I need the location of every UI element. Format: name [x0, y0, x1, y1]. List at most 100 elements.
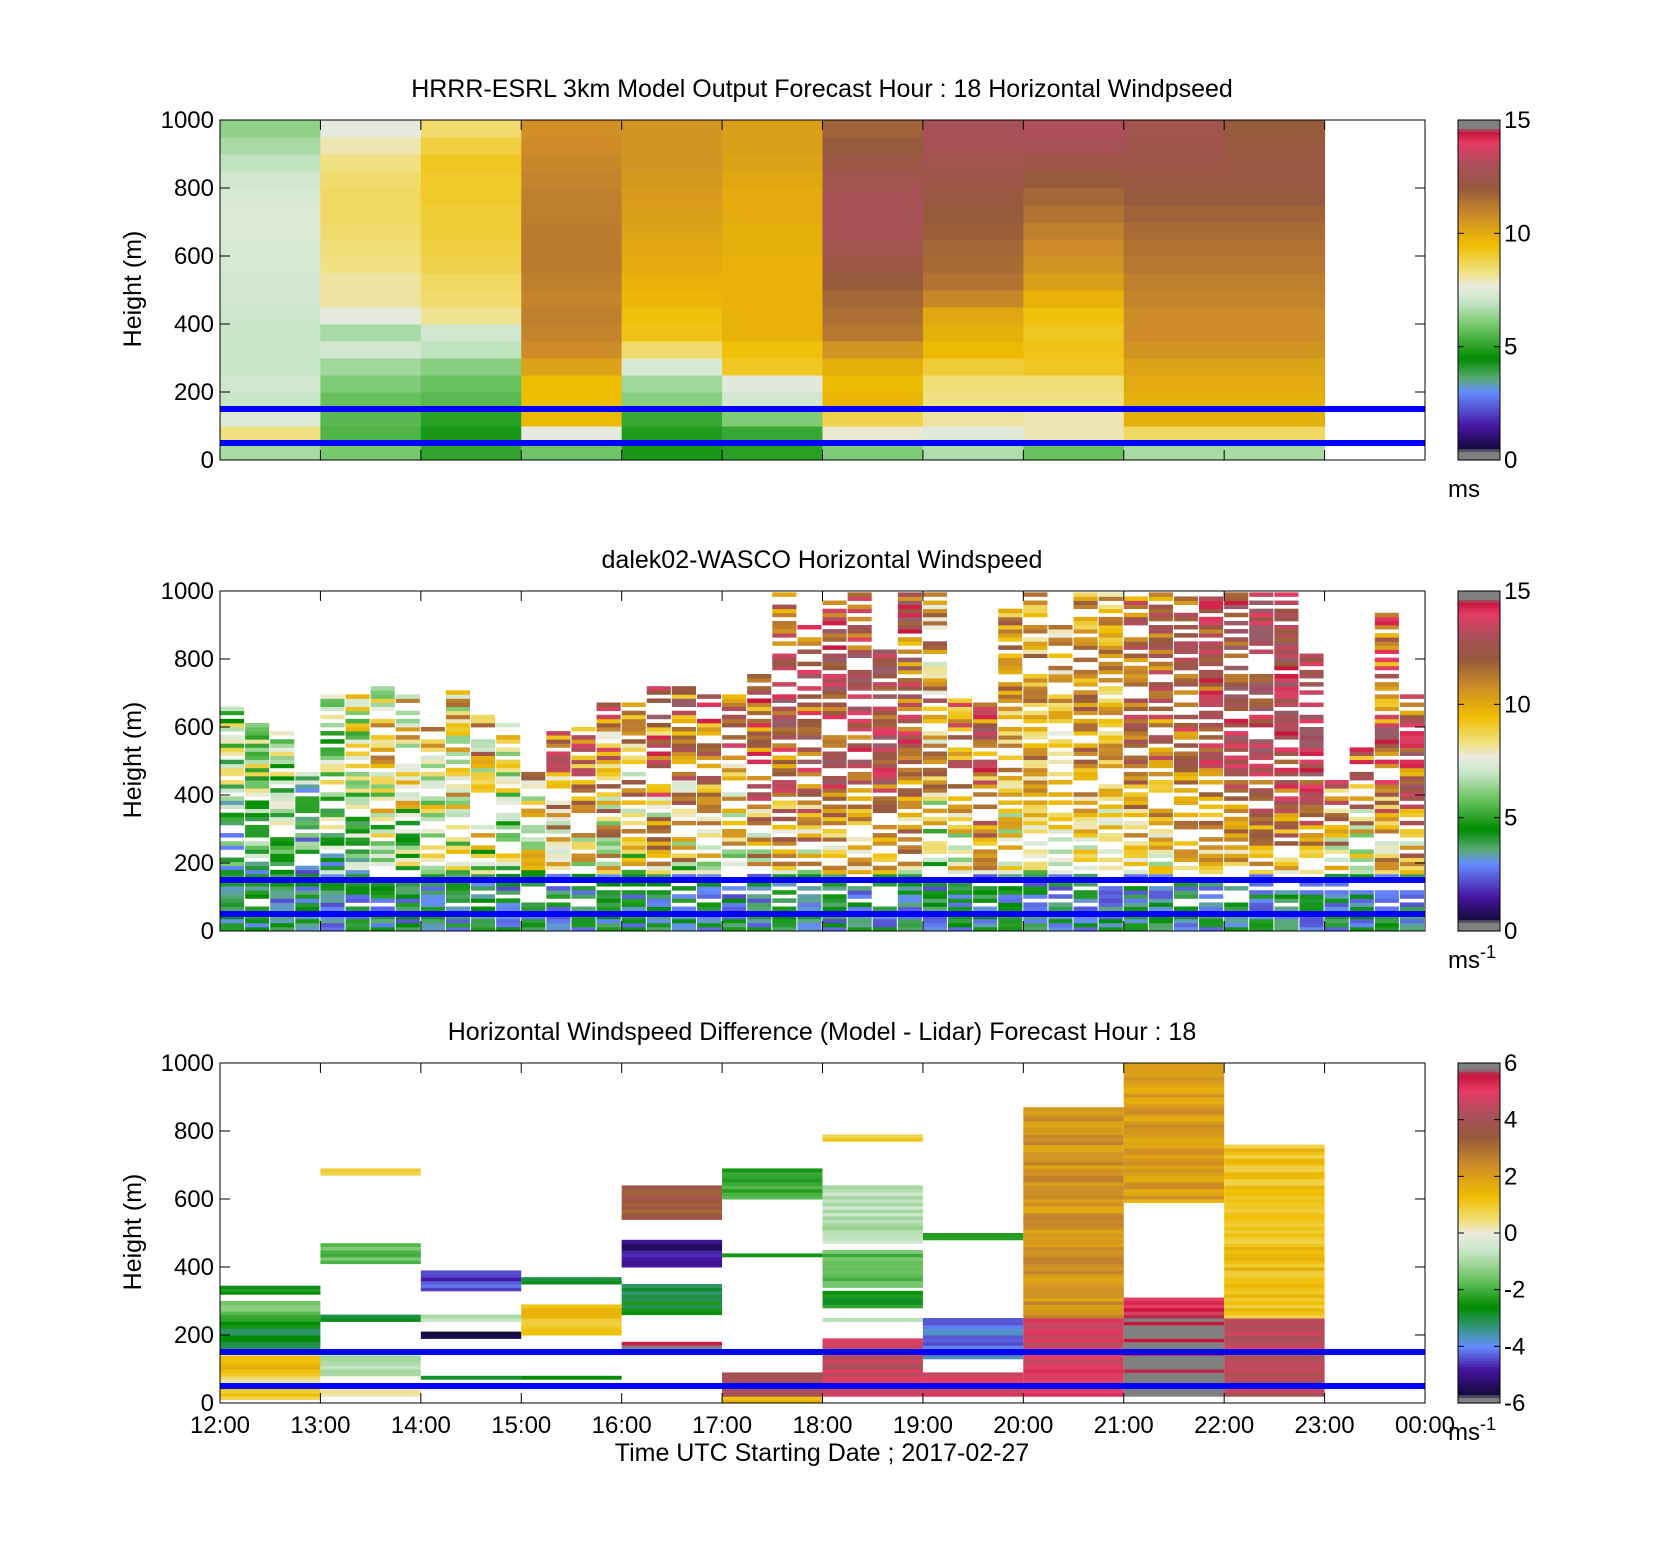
heatmap-cell	[1224, 926, 1249, 932]
heatmap-cell	[546, 865, 571, 871]
heatmap-cell	[822, 1280, 923, 1285]
heatmap-cell	[822, 188, 924, 206]
heatmap-cell	[1173, 853, 1199, 858]
heatmap-cell	[998, 808, 1023, 814]
heatmap-cell	[521, 154, 623, 172]
heatmap-cell	[220, 886, 245, 891]
colorbar-segment	[1458, 1187, 1500, 1192]
colorbar-segment	[1458, 1369, 1500, 1373]
heatmap-cell	[1274, 767, 1299, 773]
colorbar-segment	[1458, 877, 1500, 881]
heatmap-cell	[822, 392, 924, 410]
heatmap-cell	[345, 894, 370, 899]
colorbar-segment	[1458, 1357, 1500, 1362]
heatmap-cell	[1048, 922, 1073, 928]
heatmap-cell	[496, 865, 521, 871]
heatmap-cell	[822, 1226, 923, 1231]
heatmap-cell	[596, 873, 621, 879]
heatmap-cell	[445, 694, 471, 699]
heatmap-cell	[948, 796, 973, 801]
heatmap-cell	[471, 763, 496, 769]
heatmap-cell	[596, 906, 621, 911]
heatmap-cell	[1173, 702, 1199, 707]
heatmap-cell	[646, 853, 671, 858]
heatmap-cell	[797, 926, 822, 932]
heatmap-cell	[922, 324, 1024, 342]
heatmap-cell	[496, 853, 521, 858]
heatmap-cell	[1023, 1168, 1124, 1173]
heatmap-cell	[922, 273, 1024, 291]
heatmap-cell	[1249, 722, 1274, 728]
heatmap-cell	[1199, 918, 1224, 924]
heatmap-cell	[220, 771, 245, 777]
heatmap-cell	[1399, 829, 1424, 834]
heatmap-cell	[696, 926, 722, 932]
heatmap-cell	[420, 886, 445, 891]
heatmap-cell	[822, 702, 847, 707]
heatmap-cell	[1023, 1314, 1124, 1319]
heatmap-cell	[1023, 1294, 1124, 1299]
heatmap-cell	[1123, 1120, 1225, 1125]
heatmap-cell	[1148, 898, 1173, 903]
heatmap-cell	[822, 1389, 923, 1394]
heatmap-cell	[621, 1250, 723, 1254]
colorbar-segment	[1458, 1332, 1500, 1336]
heatmap-cell	[822, 898, 847, 903]
colorbar-segment	[1458, 1241, 1500, 1245]
heatmap-cell	[320, 898, 345, 903]
heatmap-cell	[1023, 1263, 1124, 1268]
heatmap-cell	[646, 788, 671, 793]
heatmap-cell	[1123, 256, 1225, 274]
heatmap-cell	[621, 792, 646, 797]
heatmap-cell	[922, 718, 948, 724]
heatmap-cell	[897, 755, 922, 761]
heatmap-cell	[1249, 625, 1274, 630]
colorbar-segment	[1458, 854, 1500, 858]
colorbar-segment	[1458, 403, 1500, 407]
heatmap-cell	[1249, 678, 1274, 683]
heatmap-cell	[1173, 780, 1199, 785]
heatmap-cell	[696, 922, 722, 928]
heatmap-cell	[1349, 751, 1374, 756]
heatmap-cell	[1199, 620, 1224, 626]
heatmap-cell	[722, 426, 823, 444]
heatmap-cell	[1123, 739, 1148, 744]
heatmap-cell	[320, 869, 345, 875]
heatmap-cell	[973, 784, 998, 789]
heatmap-cell	[772, 731, 797, 736]
heatmap-cell	[922, 669, 948, 675]
heatmap-cell	[596, 902, 621, 907]
heatmap-cell	[245, 853, 270, 858]
heatmap-cell	[822, 137, 924, 155]
heatmap-cell	[1274, 906, 1299, 911]
heatmap-cell	[897, 694, 922, 699]
heatmap-cell	[897, 861, 922, 867]
heatmap-cell	[621, 1188, 723, 1193]
heatmap-cell	[220, 751, 245, 756]
colorbar-segment	[1458, 338, 1500, 342]
heatmap-cell	[445, 784, 471, 789]
heatmap-cell	[1349, 755, 1374, 761]
heatmap-cell	[1224, 1219, 1325, 1224]
heatmap-cell	[998, 886, 1023, 891]
colorbar-segment	[1458, 846, 1500, 850]
heatmap-cell	[345, 727, 370, 732]
heatmap-cell	[1399, 812, 1424, 818]
heatmap-cell	[621, 273, 723, 291]
heatmap-cell	[973, 718, 998, 724]
heatmap-cell	[747, 718, 772, 724]
heatmap-cell	[722, 861, 747, 867]
colorbar-segment	[1458, 239, 1500, 243]
heatmap-cell	[1199, 653, 1224, 659]
heatmap-cell	[370, 849, 395, 854]
colorbar-segment	[1458, 613, 1500, 618]
panel2-title: dalek02-WASCO Horizontal Windspeed	[602, 546, 1043, 574]
heatmap-cell	[747, 792, 772, 797]
heatmap-cell	[621, 853, 646, 858]
heatmap-cell	[220, 222, 321, 240]
colorbar-segment	[1458, 120, 1500, 124]
heatmap-cell	[270, 894, 295, 899]
heatmap-cell	[621, 731, 646, 736]
heatmap-cell	[797, 641, 822, 646]
heatmap-cells	[220, 120, 1326, 461]
